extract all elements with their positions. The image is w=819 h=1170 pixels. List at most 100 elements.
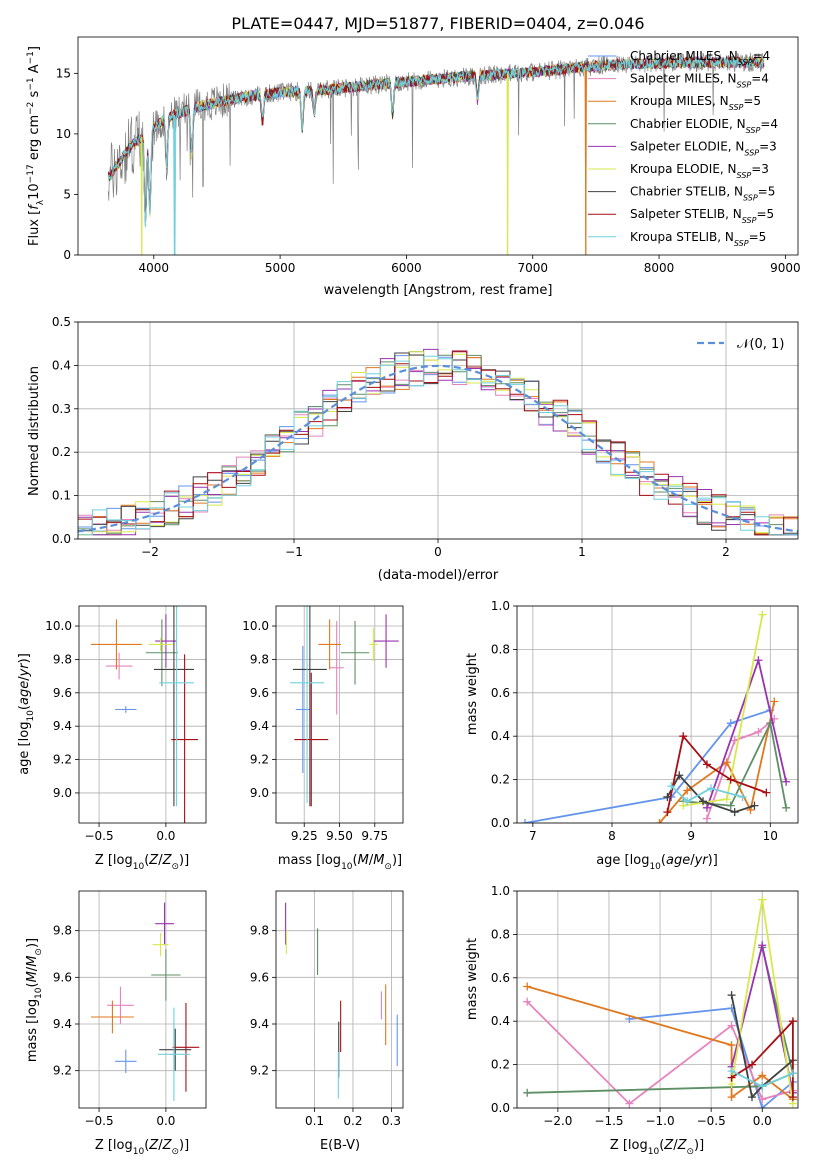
weight-marker xyxy=(727,1021,736,1030)
plot-area-residuals xyxy=(78,348,798,536)
weight-marker xyxy=(727,1093,736,1102)
y-tick-label: 0.2 xyxy=(52,445,71,459)
weight-marker xyxy=(523,997,532,1006)
x-tick-label: 1 xyxy=(578,545,586,559)
y-tick-label: 9.0 xyxy=(53,786,72,800)
y-tick-label: 0.5 xyxy=(52,315,71,329)
y-tick-label: 0.6 xyxy=(491,971,510,985)
weight-marker xyxy=(748,1093,757,1102)
y-tick-label: 9.2 xyxy=(53,1064,72,1078)
y-axis-label: Flux [fλ10−17 erg cm−2 s−1 A−1] xyxy=(26,46,46,246)
weight-marker xyxy=(722,795,731,804)
weight-marker xyxy=(754,656,763,665)
weight-marker xyxy=(683,797,692,806)
axes-frame xyxy=(275,890,404,1109)
weight-line xyxy=(731,1018,794,1098)
weight-marker xyxy=(699,797,708,806)
weight-line xyxy=(524,709,771,823)
y-tick-label: 10 xyxy=(56,127,71,141)
weight-marker xyxy=(679,732,688,741)
weight-marker xyxy=(726,801,735,810)
figure-title: PLATE=0447, MJD=51877, FIBERID=0404, z=0… xyxy=(231,14,644,33)
errorbar-point xyxy=(152,933,169,957)
weight-marker xyxy=(702,814,711,823)
x-tick-label: 7000 xyxy=(517,261,548,275)
errorbar-point xyxy=(105,652,133,680)
errorbar-point xyxy=(115,1049,137,1073)
x-axis-label: Z [log10(Z/Z⊙)] xyxy=(95,853,189,872)
x-tick-label: 0.3 xyxy=(382,1114,401,1128)
x-tick-label: 0 xyxy=(434,545,442,559)
x-axis-label: wavelength [Angstrom, rest frame] xyxy=(324,283,553,298)
axes-residuals: −2 −1 0 1 2 0.0 0.1 0.2 0.3 0.4 0.5 (data-model)/er… xyxy=(27,315,799,583)
weight-marker xyxy=(754,727,763,736)
x-tick-label: 9000 xyxy=(770,261,801,275)
errorbar-point xyxy=(340,621,370,685)
y-tick-label: 9.6 xyxy=(53,970,72,984)
x-tick-label: 10 xyxy=(763,829,778,843)
axes-frame xyxy=(78,605,207,824)
errorbar-point xyxy=(369,627,378,662)
y-axis-label: mass weight xyxy=(465,938,480,1020)
weight-marker xyxy=(770,697,779,706)
x-tick-label: 0.0 xyxy=(156,1114,175,1128)
y-tick-label: 0.4 xyxy=(491,729,510,743)
errorbar-point xyxy=(329,621,344,715)
x-tick-label: 0.2 xyxy=(343,1114,362,1128)
axes-frame xyxy=(516,605,799,824)
y-axis-label: mass weight xyxy=(465,653,480,735)
plot-area-weight_vs_age xyxy=(520,610,791,823)
errorbar-point xyxy=(148,637,173,652)
x-tick-label: 0.1 xyxy=(305,1114,324,1128)
y-tick-label: 9.4 xyxy=(250,1017,269,1031)
x-tick-label: 4000 xyxy=(139,261,170,275)
weight-marker xyxy=(788,1093,797,1102)
errorbar-point xyxy=(155,614,177,668)
weight-marker xyxy=(726,719,735,728)
x-tick-label: 0.0 xyxy=(156,829,175,843)
weight-marker xyxy=(748,1060,757,1069)
x-tick-label: 6000 xyxy=(391,261,422,275)
y-axis-label: mass [log10(M/M⊙)] xyxy=(25,938,44,1062)
legend-label: Kroupa MILES, NSSP=5 xyxy=(630,94,761,112)
x-tick-label: 9.75 xyxy=(361,829,388,843)
legend-label: Kroupa ELODIE, NSSP=3 xyxy=(630,162,769,180)
axes-frame xyxy=(77,36,799,256)
errorbar-point xyxy=(155,902,174,945)
axes-spectrum: 4000 5000 6000 7000 8000 9000 0 5 10 15 wavelength… xyxy=(26,36,801,298)
x-axis-label: age [log10(age/yr)] xyxy=(596,853,718,872)
weight-line xyxy=(706,718,775,820)
y-tick-label: 0.8 xyxy=(491,927,510,941)
errorbar-point xyxy=(115,706,137,713)
y-tick-label: 0.2 xyxy=(491,1058,510,1072)
weight-marker xyxy=(727,991,736,1000)
axes-weight_vs_age: 7 8 9 10 0.0 0.2 0.4 0.6 0.8 1.0 mass weight age [l… xyxy=(465,599,799,872)
plot-area-age_vs_mass xyxy=(290,606,399,807)
errorbar-point xyxy=(159,606,194,807)
errorbar-point xyxy=(292,606,327,807)
y-tick-label: 15 xyxy=(56,66,71,80)
weight-marker xyxy=(730,808,739,817)
plot-area-weight_vs_Z xyxy=(523,895,797,1108)
axes-mass_vs_ebv: 0.1 0.2 0.3 9.2 9.4 9.6 9.8 E(B-V) xyxy=(250,890,404,1153)
x-axis-label: Z [log10(Z/Z⊙)] xyxy=(95,1138,189,1157)
weight-marker xyxy=(675,771,684,780)
y-tick-label: 0.0 xyxy=(491,1101,510,1115)
weight-marker xyxy=(738,792,747,801)
y-tick-label: 10.0 xyxy=(242,619,269,633)
y-axis-label: Normed distribution xyxy=(27,366,42,496)
spectrum-model-line xyxy=(107,56,765,255)
axes-weight_vs_Z: −2.0 −1.5 −1.0 −0.5 0.0 0.0 0.2 0.4 0.6 0.8 1.0 mas… xyxy=(465,884,799,1157)
y-tick-label: 9.6 xyxy=(250,686,269,700)
axes-age_vs_Z: −0.5 0.0 9.0 9.2 9.4 9.6 9.8 10.0 Z [log10(Z/Z⊙)… xyxy=(17,605,207,872)
y-tick-label: 9.0 xyxy=(250,786,269,800)
errorbar-point xyxy=(151,949,181,1001)
y-tick-label: 0.0 xyxy=(491,816,510,830)
x-tick-label: −2 xyxy=(141,545,159,559)
weight-marker xyxy=(683,786,692,795)
errorbar-point xyxy=(157,1007,190,1101)
weight-marker xyxy=(679,801,688,810)
plot-area-age_vs_Z xyxy=(91,606,198,823)
weight-marker xyxy=(758,610,767,619)
x-tick-label: 9.25 xyxy=(291,829,318,843)
